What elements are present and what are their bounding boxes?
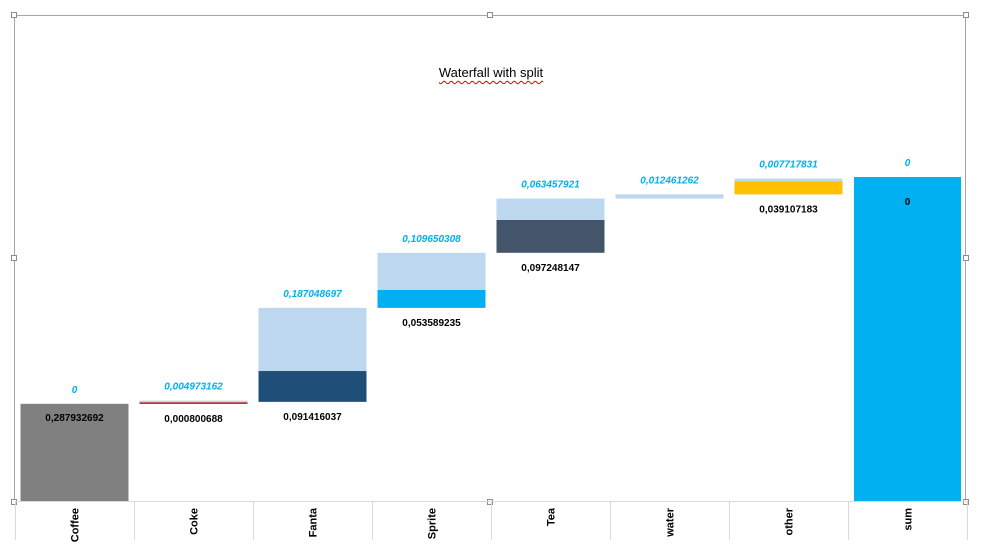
data-label-sprite-split: 0,109650308 xyxy=(402,234,461,245)
bar-tea-split xyxy=(496,198,605,220)
bar-other-split xyxy=(734,178,843,182)
data-label-coffee-base: 0,287932692 xyxy=(45,413,104,424)
x-tick-label-sprite: Sprite xyxy=(427,508,439,539)
bar-sum xyxy=(854,177,961,501)
data-label-coffee-split: 0 xyxy=(72,385,78,396)
data-label-sum-base: 0 xyxy=(905,197,911,208)
data-label-coke-base: 0,000800688 xyxy=(164,414,223,425)
x-tick-label-water: water xyxy=(665,507,677,537)
data-label-fanta-base: 0,091416037 xyxy=(283,412,342,423)
data-label-tea-base: 0,097248147 xyxy=(521,263,580,274)
bar-sprite-base xyxy=(377,289,486,308)
resize-handle-middle-right[interactable] xyxy=(963,255,969,261)
bar-coke-base xyxy=(139,402,248,404)
x-tick-label-coke: Coke xyxy=(189,508,201,535)
data-label-coke-split: 0,004973162 xyxy=(164,382,223,393)
bar-other-base xyxy=(734,181,843,195)
bar-sprite-split xyxy=(377,252,486,290)
data-label-water-split: 0,012461262 xyxy=(640,175,699,186)
bar-fanta-split xyxy=(258,307,367,372)
resize-handle-top-left[interactable] xyxy=(11,12,17,18)
bar-tea-base xyxy=(496,219,605,253)
x-tick-label-coffee: Coffee xyxy=(70,508,82,542)
x-tick-label-other: other xyxy=(784,507,796,535)
resize-handle-middle-left[interactable] xyxy=(11,255,17,261)
x-tick-label-tea: Tea xyxy=(546,507,558,526)
chart-title: Waterfall with split xyxy=(438,65,544,80)
resize-handle-top-right[interactable] xyxy=(963,12,969,18)
bar-water-split xyxy=(615,194,724,199)
resize-handle-top-center[interactable] xyxy=(487,12,493,18)
x-tick-label-sum: sum xyxy=(903,508,915,531)
data-label-sum-split: 0 xyxy=(905,158,911,169)
bar-fanta-base xyxy=(258,371,367,402)
data-label-other-base: 0,039107183 xyxy=(759,204,818,215)
x-tick-label-fanta: Fanta xyxy=(308,507,320,537)
bar-coke-split xyxy=(139,400,248,403)
data-label-tea-split: 0,063457921 xyxy=(521,180,580,191)
data-label-fanta-split: 0,187048697 xyxy=(283,289,342,300)
data-label-other-split: 0,007717831 xyxy=(759,160,818,171)
data-label-sprite-base: 0,053589235 xyxy=(402,318,461,329)
bar-coffee-base xyxy=(20,403,129,501)
